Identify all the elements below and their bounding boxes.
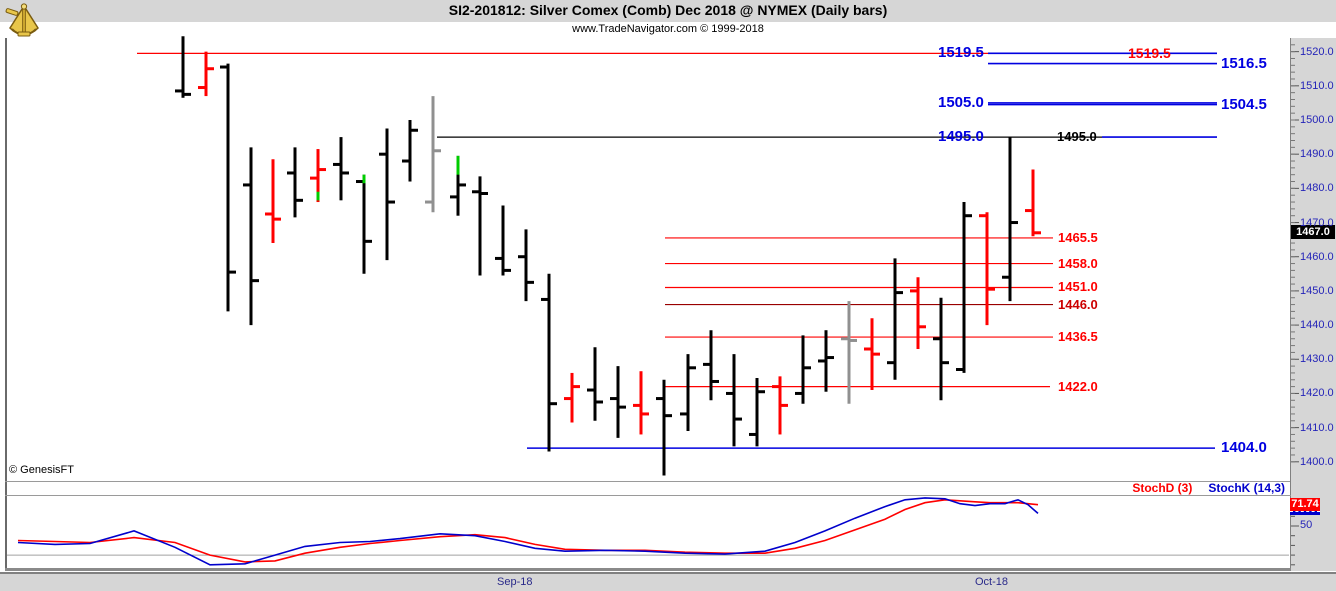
price-axis-label: 1480.0 xyxy=(1300,182,1334,195)
level-label-1465.5: 1465.5 xyxy=(1058,229,1098,245)
price-axis-label: 1420.0 xyxy=(1300,387,1334,400)
price-axis-label: 1520.0 xyxy=(1300,45,1334,58)
level-label-1516.5: 1516.5 xyxy=(1221,54,1267,72)
date-label-Sep-18: Sep-18 xyxy=(497,576,533,588)
date-axis[interactable] xyxy=(0,572,1336,591)
level-label-1495.0: 1495.0 xyxy=(938,128,984,146)
price-axis-label: 1400.0 xyxy=(1300,455,1334,468)
price-axis-label: 1500.0 xyxy=(1300,114,1334,126)
price-axis-label: 1440.0 xyxy=(1300,319,1334,332)
stoch-panel-bottom-border xyxy=(5,568,1291,571)
level-label-1404.0: 1404.0 xyxy=(1221,439,1267,457)
stoch-legend-stochk[interactable]: StochK (14,3) xyxy=(1208,481,1285,495)
price-axis-label: 1460.0 xyxy=(1300,250,1334,263)
level-label-1436.5: 1436.5 xyxy=(1058,329,1098,345)
chart-subtitle: www.TradeNavigator.com © 1999-2018 xyxy=(0,22,1336,38)
price-axis-label: 1410.0 xyxy=(1300,421,1334,434)
level-label-1451.0: 1451.0 xyxy=(1058,279,1098,295)
price-axis-label: 1430.0 xyxy=(1300,353,1334,366)
stoch-value-badge: 71.74 xyxy=(1290,498,1320,511)
chart-left-border xyxy=(5,38,7,571)
price-axis-label: 1510.0 xyxy=(1300,79,1334,92)
level-label-1458.0: 1458.0 xyxy=(1058,255,1098,271)
price-axis[interactable] xyxy=(1290,38,1336,571)
level-label-1495.0: 1495.0 xyxy=(1057,129,1097,145)
sextant-icon xyxy=(5,3,39,37)
stoch-legend: StochD (3) StochK (14,3) xyxy=(1132,481,1285,495)
stochk-value-badge-edge xyxy=(1290,511,1320,515)
chart-title: SI2-201812: Silver Comex (Comb) Dec 2018… xyxy=(0,0,1336,22)
main-chart-bottom-divider xyxy=(5,481,1290,482)
price-axis-label: 1490.0 xyxy=(1300,148,1334,161)
stoch-line-d xyxy=(17,498,1039,563)
date-label-Oct-18: Oct-18 xyxy=(975,576,1009,588)
stoch-legend-stochd[interactable]: StochD (3) xyxy=(1132,481,1193,495)
level-label-1446.0: 1446.0 xyxy=(1058,296,1098,312)
genesisft-watermark: © GenesisFT xyxy=(9,464,74,476)
level-label-1504.5: 1504.5 xyxy=(1221,95,1267,113)
stoch-line-k xyxy=(17,497,1039,566)
stoch-axis-50-label: 50 xyxy=(1300,519,1313,531)
current-price-badge: 1467.0 xyxy=(1291,225,1335,239)
level-label-1519.5: 1519.5 xyxy=(1128,44,1171,61)
price-axis-label: 1470.0 xyxy=(1300,216,1334,229)
stoch-panel-top-border xyxy=(5,495,1291,496)
level-label-1422.0: 1422.0 xyxy=(1058,378,1098,394)
level-label-1505.0: 1505.0 xyxy=(938,93,984,111)
price-axis-label: 1450.0 xyxy=(1300,284,1334,297)
level-label-1519.5: 1519.5 xyxy=(938,44,984,62)
